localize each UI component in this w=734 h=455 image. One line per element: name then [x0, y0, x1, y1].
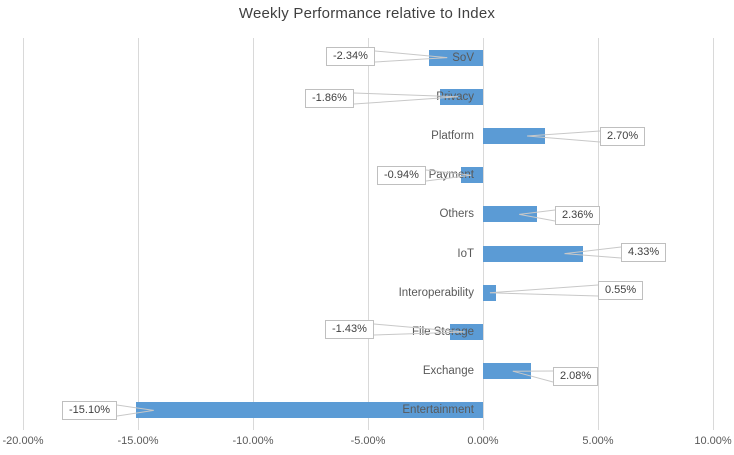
gridline: [713, 38, 714, 430]
data-label-sov: -2.34%: [326, 47, 375, 66]
x-tick-label: -10.00%: [232, 435, 274, 447]
data-label-entertainment: -15.10%: [62, 401, 117, 420]
category-label-entertainment: Entertainment: [402, 404, 474, 417]
data-label-payment: -0.94%: [377, 166, 426, 185]
data-label-privacy: -1.86%: [305, 89, 354, 108]
gridline: [598, 38, 599, 430]
chart-title: Weekly Performance relative to Index: [238, 5, 496, 22]
x-tick-label: -15.00%: [117, 435, 159, 447]
gridline: [368, 38, 369, 430]
bar-iot: [483, 245, 583, 262]
data-label-exchange: 2.08%: [553, 367, 599, 386]
data-label-others: 2.36%: [555, 206, 601, 225]
category-label-platform: Platform: [431, 130, 474, 142]
category-label-iot: IoT: [457, 247, 474, 260]
data-label-iot: 4.33%: [621, 243, 667, 262]
category-label-exchange: Exchange: [422, 365, 474, 378]
x-tick-label: -20.00%: [2, 435, 44, 447]
gridline: [253, 38, 254, 430]
data-label-interoperability: 0.55%: [598, 281, 644, 300]
gridline: [138, 38, 139, 430]
category-label-interoperability: Interoperability: [398, 286, 474, 299]
gridline: [23, 38, 24, 430]
x-tick-label: 0.00%: [467, 435, 499, 447]
x-tick-label: 5.00%: [582, 435, 614, 447]
category-label-sov: SoV: [452, 51, 474, 64]
x-tick-label: 10.00%: [694, 435, 732, 447]
category-label-others: Others: [439, 208, 474, 221]
x-tick-label: -5.00%: [350, 435, 386, 447]
data-label-file-storage: -1.43%: [325, 320, 374, 339]
gridline: [483, 38, 484, 430]
bar-entertainment: [135, 402, 483, 419]
data-label-platform: 2.70%: [600, 127, 646, 146]
